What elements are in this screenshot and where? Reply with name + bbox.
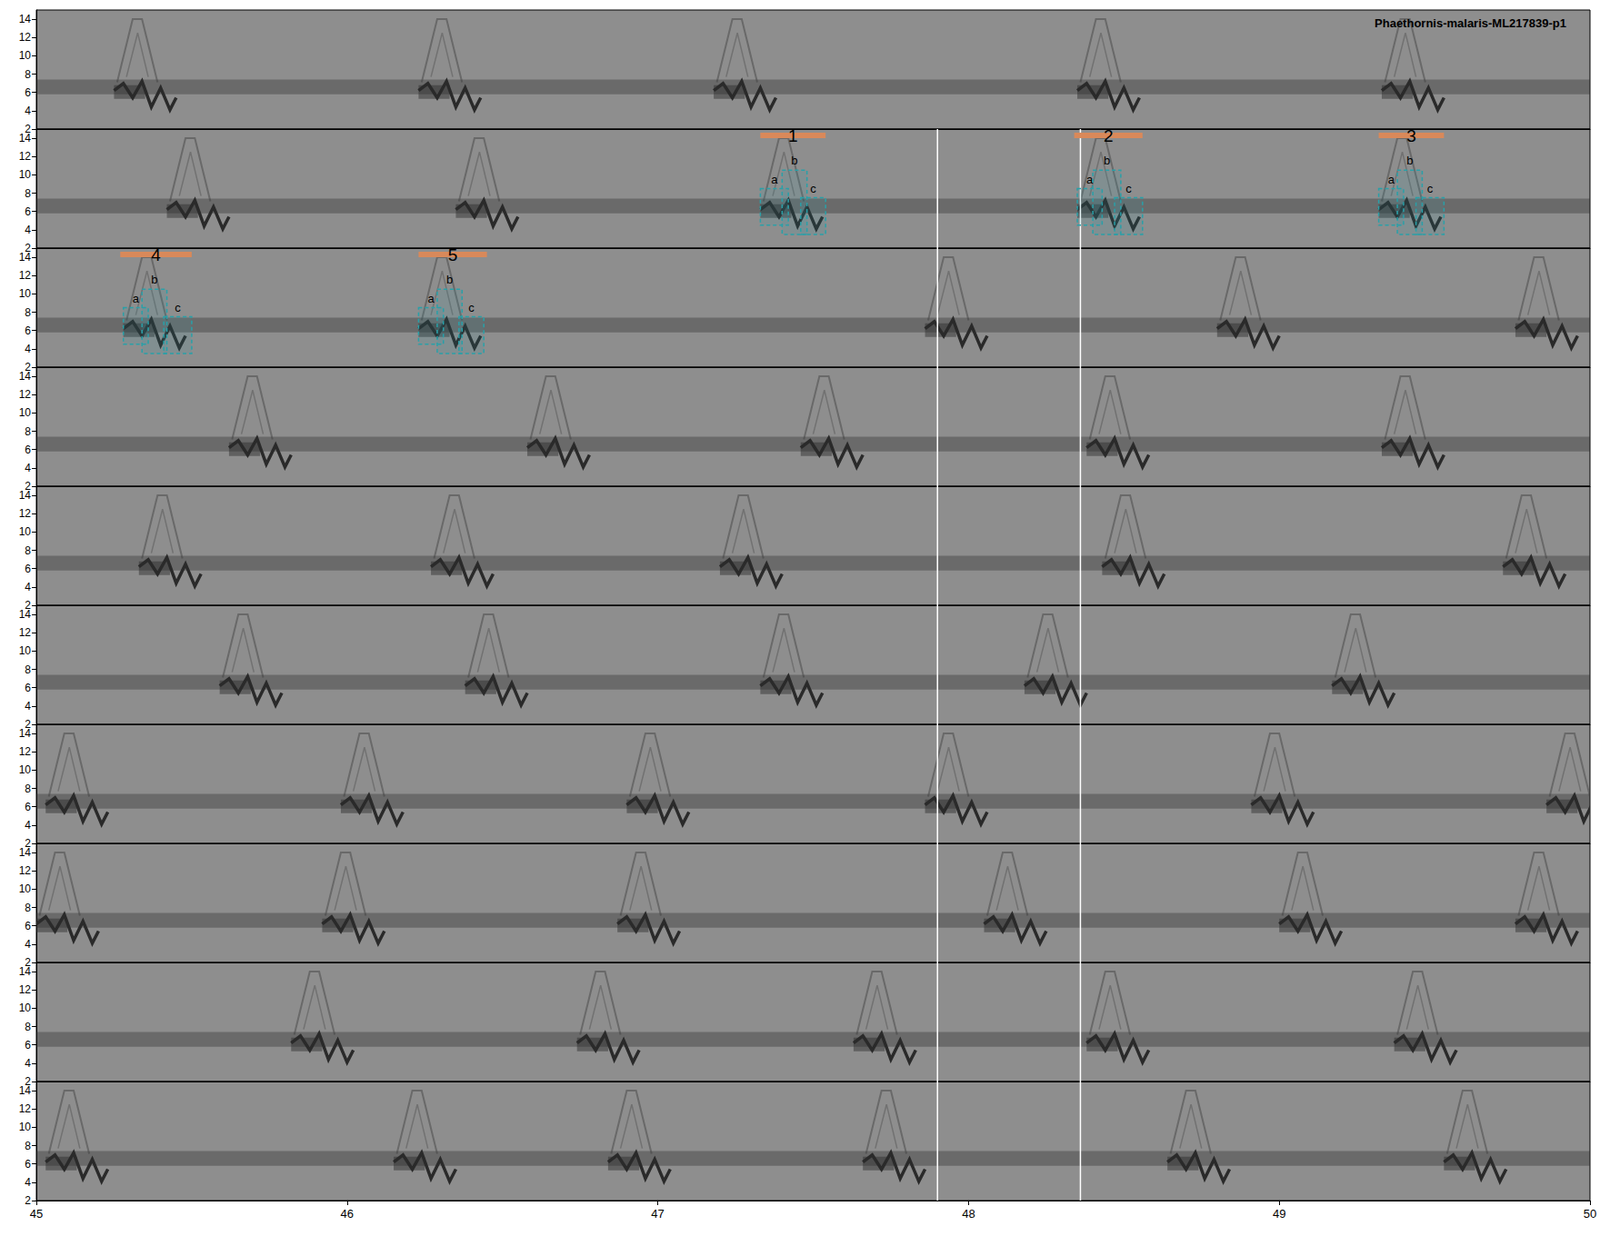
svg-text:4: 4 (24, 223, 31, 237)
svg-text:Phaethornis-malaris-ML217839-p: Phaethornis-malaris-ML217839-p1 (1374, 16, 1567, 30)
svg-text:8: 8 (24, 901, 31, 915)
svg-text:6: 6 (24, 86, 31, 100)
svg-text:8: 8 (24, 425, 31, 439)
svg-text:6: 6 (24, 205, 31, 219)
svg-text:14: 14 (19, 12, 32, 26)
svg-text:a: a (1388, 172, 1396, 187)
svg-text:10: 10 (19, 1001, 32, 1015)
svg-text:6: 6 (24, 1158, 31, 1171)
svg-text:12: 12 (19, 983, 32, 997)
svg-text:2: 2 (24, 599, 31, 612)
svg-text:a: a (427, 291, 435, 306)
svg-text:2: 2 (24, 1075, 31, 1089)
svg-text:12: 12 (19, 150, 32, 163)
svg-text:2: 2 (24, 241, 31, 255)
svg-text:14: 14 (19, 370, 32, 383)
svg-text:8: 8 (24, 782, 31, 796)
svg-text:50: 50 (1583, 1207, 1597, 1221)
svg-text:49: 49 (1272, 1207, 1286, 1221)
svg-text:2: 2 (24, 360, 31, 374)
svg-text:10: 10 (19, 763, 32, 777)
svg-text:c: c (1125, 181, 1132, 196)
svg-text:12: 12 (19, 269, 32, 282)
svg-text:2: 2 (24, 718, 31, 731)
svg-text:4: 4 (24, 1057, 31, 1070)
svg-text:2: 2 (24, 1194, 31, 1208)
svg-text:10: 10 (19, 525, 32, 539)
svg-text:8: 8 (24, 187, 31, 200)
svg-text:c: c (468, 300, 475, 315)
svg-text:2: 2 (24, 122, 31, 136)
svg-text:4: 4 (24, 580, 31, 594)
svg-text:b: b (446, 272, 453, 287)
svg-text:12: 12 (19, 864, 32, 878)
svg-text:4: 4 (24, 938, 31, 951)
svg-text:c: c (1427, 181, 1434, 196)
svg-text:6: 6 (24, 443, 31, 457)
svg-text:10: 10 (19, 1120, 32, 1134)
svg-text:a: a (1086, 172, 1093, 186)
svg-text:a: a (132, 291, 140, 306)
svg-text:10: 10 (19, 882, 32, 896)
svg-text:14: 14 (19, 608, 32, 621)
svg-text:b: b (1103, 153, 1110, 168)
svg-text:6: 6 (24, 324, 31, 338)
svg-text:14: 14 (19, 250, 32, 264)
svg-text:12: 12 (19, 507, 32, 520)
svg-text:2: 2 (24, 956, 31, 970)
svg-text:12: 12 (19, 1102, 32, 1116)
svg-text:14: 14 (19, 965, 32, 979)
svg-text:48: 48 (961, 1207, 975, 1221)
svg-text:c: c (810, 181, 817, 196)
svg-text:10: 10 (19, 287, 32, 300)
svg-text:5: 5 (448, 245, 459, 265)
svg-text:8: 8 (24, 544, 31, 558)
svg-text:6: 6 (24, 562, 31, 576)
svg-text:4: 4 (150, 245, 161, 265)
svg-text:12: 12 (19, 745, 32, 759)
svg-text:14: 14 (19, 727, 32, 740)
svg-text:6: 6 (24, 920, 31, 933)
svg-text:8: 8 (24, 68, 31, 81)
svg-text:8: 8 (24, 663, 31, 677)
svg-text:12: 12 (19, 626, 32, 640)
svg-text:4: 4 (24, 342, 31, 356)
svg-text:6: 6 (24, 681, 31, 695)
svg-text:46: 46 (340, 1207, 354, 1221)
svg-text:8: 8 (24, 306, 31, 320)
svg-text:12: 12 (19, 30, 32, 44)
svg-text:10: 10 (19, 49, 32, 62)
svg-text:4: 4 (24, 461, 31, 475)
svg-text:4: 4 (24, 700, 31, 713)
svg-text:47: 47 (650, 1207, 664, 1221)
svg-text:10: 10 (19, 168, 32, 181)
svg-text:b: b (790, 153, 798, 168)
svg-text:14: 14 (19, 1084, 32, 1098)
svg-text:2: 2 (24, 480, 31, 493)
svg-text:12: 12 (19, 388, 32, 401)
svg-text:14: 14 (19, 489, 32, 502)
svg-text:45: 45 (30, 1207, 43, 1221)
svg-text:b: b (1406, 153, 1413, 168)
svg-text:2: 2 (24, 837, 31, 850)
svg-text:6: 6 (24, 800, 31, 814)
svg-text:c: c (174, 300, 181, 315)
svg-text:14: 14 (19, 846, 32, 860)
svg-text:b: b (150, 272, 158, 287)
svg-text:a: a (770, 172, 779, 187)
svg-text:8: 8 (24, 1020, 31, 1034)
svg-text:10: 10 (19, 644, 32, 658)
svg-text:6: 6 (24, 1039, 31, 1052)
svg-text:3: 3 (1406, 126, 1417, 146)
svg-text:1: 1 (788, 126, 799, 146)
svg-text:8: 8 (24, 1140, 31, 1153)
svg-text:14: 14 (19, 131, 32, 145)
svg-text:4: 4 (24, 104, 31, 118)
svg-text:4: 4 (24, 819, 31, 832)
svg-text:2: 2 (1103, 126, 1114, 146)
svg-text:10: 10 (19, 406, 32, 420)
svg-text:4: 4 (24, 1176, 31, 1190)
